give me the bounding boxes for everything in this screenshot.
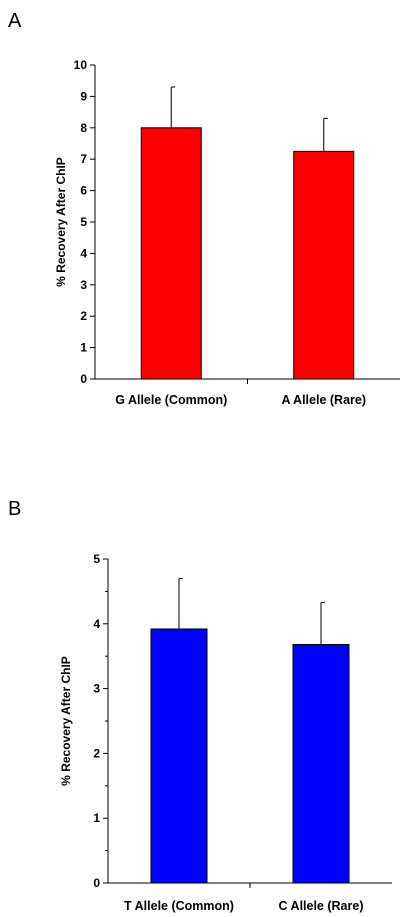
chart-a: 0 1 2 3 4 5 6 7 8 9 10 G Allele (Common) A Allele (R… (54, 58, 400, 407)
a-y-tick-label: 1 (80, 341, 87, 355)
a-y-axis-title: % Recovery After ChIP (54, 157, 68, 287)
panel-b-label: B (8, 498, 22, 520)
a-bar (140, 127, 202, 380)
a-y-tick-label: 2 (80, 309, 87, 323)
a-category-label: G Allele (Common) (115, 393, 227, 407)
b-bar (150, 628, 208, 884)
a-y-tick-label: 6 (80, 184, 87, 198)
a-y-tick-label: 3 (80, 278, 87, 292)
b-y-tick-label: 4 (93, 617, 100, 631)
b-y-tick-label: 2 (93, 746, 100, 760)
panel-a-label: A (8, 10, 22, 32)
a-y-tick-label: 9 (80, 89, 87, 103)
b-y-tick-label: 3 (93, 682, 100, 696)
a-y-tick-label: 5 (80, 215, 87, 229)
b-y-tick-label: 1 (93, 811, 100, 825)
a-y-tick-label: 4 (80, 246, 87, 260)
b-bar (292, 644, 350, 884)
chart-b: 0 1 2 3 4 5 T Allele (Common) C Allele (Rare) % … (59, 552, 392, 913)
b-y-tick-label: 5 (93, 552, 100, 566)
a-y-tick-label: 10 (74, 58, 88, 72)
a-y-tick-label: 7 (80, 152, 87, 166)
b-category-label: T Allele (Common) (124, 899, 234, 913)
b-y-axis-title: % Recovery After ChIP (59, 656, 73, 786)
a-category-label: A Allele (Rare) (281, 393, 366, 407)
a-bar (293, 150, 355, 380)
b-y-tick-label: 0 (93, 876, 100, 890)
a-y-tick-label: 0 (80, 372, 87, 386)
a-y-tick-label: 8 (80, 121, 87, 135)
b-category-label: C Allele (Rare) (279, 899, 364, 913)
